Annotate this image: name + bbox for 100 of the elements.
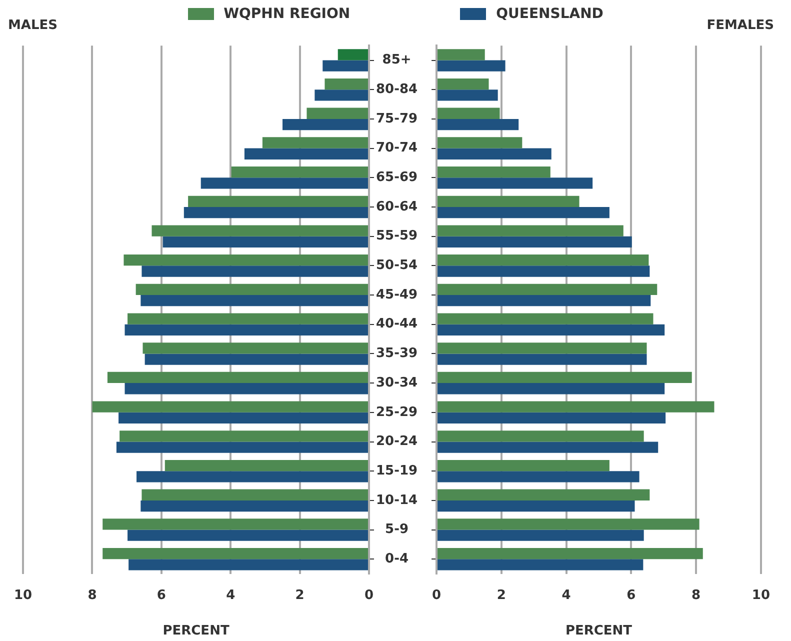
bar <box>244 148 368 160</box>
bar <box>438 78 489 90</box>
bar <box>438 178 593 189</box>
bar <box>142 489 368 500</box>
x-tick-label: 2 <box>295 588 304 603</box>
bar <box>136 471 368 482</box>
y-tick-label: 35-39 <box>376 346 418 362</box>
bar <box>438 471 640 482</box>
bar <box>438 108 500 119</box>
bar <box>438 284 658 296</box>
chart-title: MALES <box>8 18 58 34</box>
bar <box>102 548 368 560</box>
x-tick-label: 8 <box>692 588 701 603</box>
y-tick-label: 15-19 <box>376 463 418 478</box>
bar <box>164 460 368 472</box>
bar <box>92 401 368 412</box>
bar <box>438 225 624 236</box>
bar <box>200 178 368 189</box>
bar <box>438 559 644 570</box>
bar <box>438 148 552 160</box>
bar <box>324 78 368 90</box>
bar <box>438 518 700 530</box>
bar <box>438 442 658 453</box>
bar <box>162 236 368 248</box>
bar <box>438 460 610 472</box>
bar <box>314 90 368 101</box>
bar <box>184 206 368 218</box>
y-tick-label: 5-9 <box>385 522 409 538</box>
bar <box>438 354 647 365</box>
bar <box>124 254 368 266</box>
bar <box>152 225 368 236</box>
bar <box>124 324 368 336</box>
bar <box>438 266 650 277</box>
x-tick-label: 0 <box>432 588 442 603</box>
bar <box>124 383 368 394</box>
y-tick-label: 30-34 <box>376 375 418 390</box>
y-tick-label: 70-74 <box>376 140 418 156</box>
x-tick-label: 4 <box>562 588 571 603</box>
bar <box>102 518 368 530</box>
bar <box>136 284 368 296</box>
bar <box>438 118 519 130</box>
bar <box>107 372 368 384</box>
bar <box>116 442 368 453</box>
x-tick-label: 0 <box>364 588 374 603</box>
x-tick-label: 2 <box>496 588 506 603</box>
y-tick-label: 50-54 <box>376 258 418 274</box>
y-tick-label: 0-4 <box>385 552 409 567</box>
x-tick-label: 6 <box>626 588 636 603</box>
bar <box>140 295 368 306</box>
bar <box>438 530 644 541</box>
y-tick-label: 20-24 <box>376 434 418 450</box>
bar <box>188 196 368 207</box>
y-tick-label: 55-59 <box>376 228 418 244</box>
chart-title: FEMALES <box>706 18 774 34</box>
x-tick-label: 4 <box>226 588 236 603</box>
bar <box>438 489 650 500</box>
bar <box>128 559 368 570</box>
bar <box>438 60 506 72</box>
y-tick-label: 80-84 <box>376 82 418 97</box>
x-tick-label: 8 <box>88 588 97 603</box>
legend-label: QUEENSLAND <box>496 6 604 22</box>
bar <box>438 313 654 324</box>
bar <box>438 430 644 442</box>
y-tick-label: 25-29 <box>376 404 418 420</box>
bar <box>142 266 368 277</box>
bar <box>128 313 368 324</box>
bar <box>438 412 666 424</box>
x-tick-label: 6 <box>156 588 166 603</box>
bar <box>438 206 610 218</box>
bar <box>306 108 368 119</box>
y-tick-label: 75-79 <box>376 111 418 126</box>
y-tick-label: 45-49 <box>376 287 418 302</box>
bar <box>120 430 368 442</box>
bar <box>142 342 368 354</box>
bar <box>438 548 703 560</box>
bar <box>438 383 665 394</box>
bar <box>128 530 368 541</box>
y-tick-label: 85+ <box>382 52 412 68</box>
x-axis-title: PERCENT <box>565 624 632 639</box>
bar <box>262 137 368 148</box>
bar <box>144 354 368 365</box>
bar <box>438 196 580 207</box>
bar <box>438 236 632 248</box>
bar <box>438 342 647 354</box>
y-tick-label: 60-64 <box>376 199 418 214</box>
legend-label: WQPHN REGION <box>224 6 350 22</box>
bar <box>438 49 485 60</box>
x-tick-label: 10 <box>14 588 32 603</box>
bar <box>438 90 498 101</box>
bar <box>438 500 635 512</box>
bar <box>438 295 651 306</box>
bar <box>322 60 368 72</box>
bar <box>118 412 368 424</box>
x-tick-label: 10 <box>752 588 770 603</box>
y-tick-label: 40-44 <box>376 316 418 332</box>
bar <box>438 324 665 336</box>
bar <box>282 118 368 130</box>
bar <box>231 166 368 178</box>
bar <box>438 401 714 412</box>
bar <box>338 49 368 60</box>
